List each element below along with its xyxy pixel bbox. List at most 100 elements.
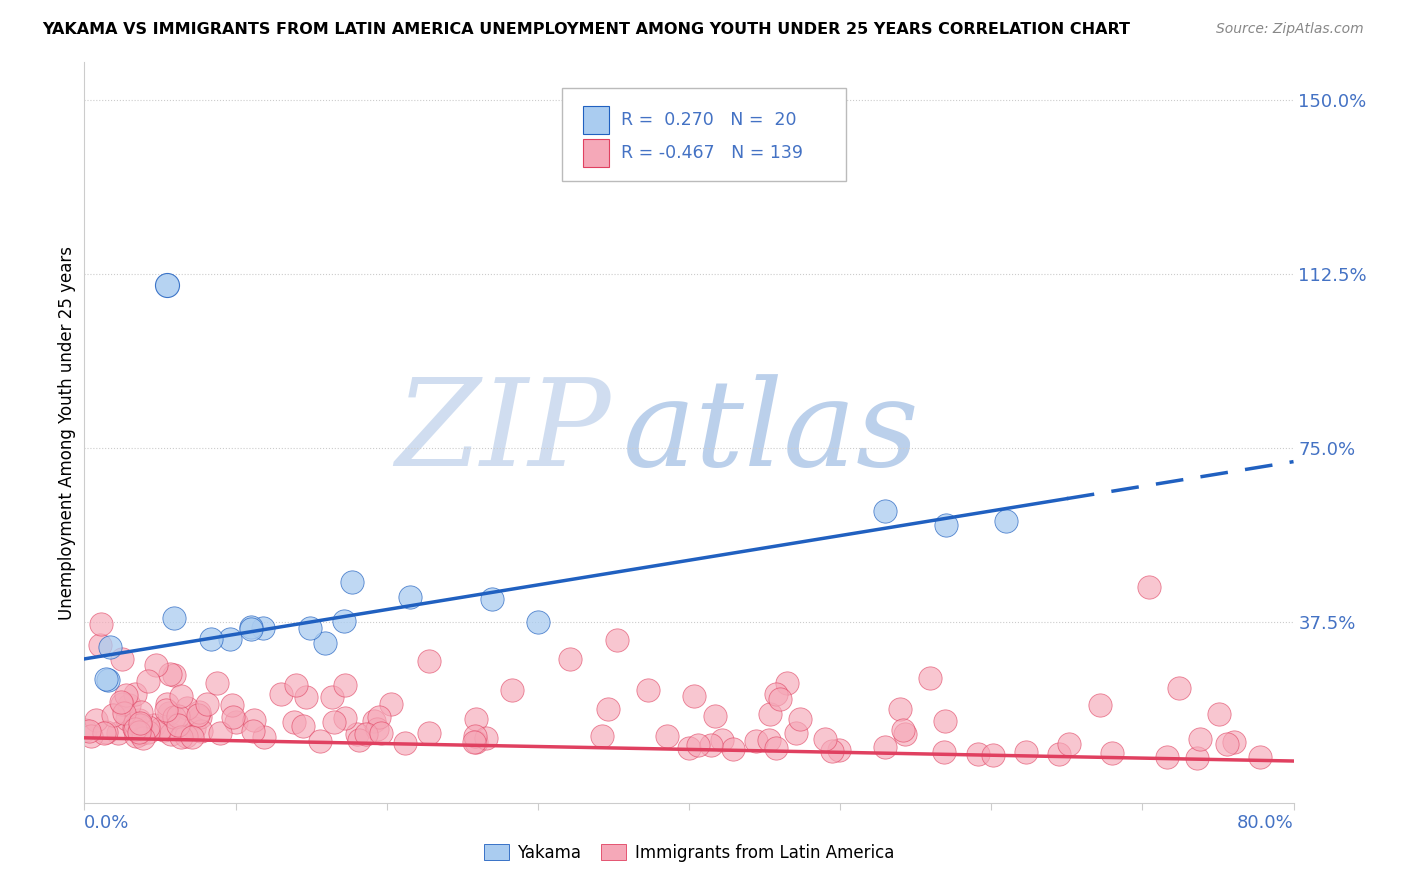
Text: R = -0.467   N = 139: R = -0.467 N = 139 <box>621 145 803 162</box>
Point <box>1249 750 1271 764</box>
Point <box>1188 732 1211 747</box>
Point <box>84 713 107 727</box>
Point <box>769 692 792 706</box>
Point <box>163 709 186 723</box>
Point <box>785 725 807 739</box>
Point <box>159 667 181 681</box>
Point <box>418 654 440 668</box>
Point <box>270 687 292 701</box>
Point <box>97 673 120 687</box>
Point <box>124 721 146 735</box>
Point <box>221 698 243 712</box>
Point <box>380 698 402 712</box>
Point <box>252 621 274 635</box>
Point <box>346 727 368 741</box>
Point <box>418 725 440 739</box>
Point <box>966 747 988 761</box>
Point <box>1208 706 1230 721</box>
Point <box>128 727 150 741</box>
Point <box>125 729 148 743</box>
Point <box>222 710 245 724</box>
Text: YAKAMA VS IMMIGRANTS FROM LATIN AMERICA UNEMPLOYMENT AMONG YOUTH UNDER 25 YEARS : YAKAMA VS IMMIGRANTS FROM LATIN AMERICA … <box>42 22 1130 37</box>
Point <box>190 724 212 739</box>
Point <box>366 723 388 737</box>
Point <box>1185 751 1208 765</box>
Text: 80.0%: 80.0% <box>1237 814 1294 832</box>
Point <box>136 725 159 739</box>
Text: R =  0.270   N =  20: R = 0.270 N = 20 <box>621 112 797 129</box>
Point <box>111 697 134 711</box>
Point <box>828 743 851 757</box>
Point <box>891 723 914 737</box>
Point <box>683 689 706 703</box>
Point <box>368 710 391 724</box>
Point <box>142 718 165 732</box>
Point <box>98 640 121 654</box>
Point <box>759 707 782 722</box>
FancyBboxPatch shape <box>582 106 609 134</box>
Point <box>73 723 96 737</box>
Point <box>150 721 173 735</box>
Point <box>136 674 159 689</box>
Point <box>1167 681 1189 695</box>
Point <box>606 633 628 648</box>
Point <box>101 707 124 722</box>
Point <box>128 713 150 727</box>
Point <box>90 616 112 631</box>
Point <box>299 621 322 635</box>
Point <box>195 698 218 712</box>
Point <box>156 278 179 293</box>
Point <box>157 706 180 720</box>
Point <box>995 514 1018 528</box>
Point <box>918 671 941 685</box>
Point <box>96 725 118 739</box>
Point <box>219 632 242 646</box>
Point <box>170 690 193 704</box>
Point <box>187 705 209 719</box>
Point <box>162 610 184 624</box>
Point <box>115 712 138 726</box>
Point <box>934 714 956 728</box>
Point <box>176 701 198 715</box>
Point <box>333 678 356 692</box>
Point <box>560 652 582 666</box>
Point <box>935 518 957 533</box>
Point <box>686 738 709 752</box>
Point <box>934 745 956 759</box>
Point <box>596 702 619 716</box>
Text: 0.0%: 0.0% <box>84 814 129 832</box>
Point <box>167 709 190 723</box>
Point <box>894 727 917 741</box>
Point <box>322 714 344 729</box>
Point <box>188 710 211 724</box>
Point <box>115 688 138 702</box>
FancyBboxPatch shape <box>582 139 609 168</box>
Point <box>700 739 723 753</box>
Point <box>527 615 550 629</box>
Point <box>321 690 343 704</box>
Point <box>655 729 678 743</box>
Y-axis label: Unemployment Among Youth under 25 years: Unemployment Among Youth under 25 years <box>58 245 76 620</box>
Point <box>167 717 190 731</box>
Point <box>200 632 222 646</box>
Point <box>1015 745 1038 759</box>
Point <box>124 723 146 737</box>
Point <box>789 712 811 726</box>
Point <box>765 687 787 701</box>
Point <box>1156 750 1178 764</box>
Point <box>363 714 385 729</box>
Point <box>145 657 167 672</box>
Point <box>1137 580 1160 594</box>
Point <box>394 736 416 750</box>
Point <box>464 712 486 726</box>
Point <box>464 729 486 743</box>
Point <box>474 731 496 746</box>
Point <box>132 731 155 745</box>
Point <box>129 716 152 731</box>
Point <box>292 719 315 733</box>
Point <box>981 748 1004 763</box>
Point <box>1215 737 1237 751</box>
Point <box>187 707 209 722</box>
Point <box>239 622 262 636</box>
Point <box>463 734 485 748</box>
